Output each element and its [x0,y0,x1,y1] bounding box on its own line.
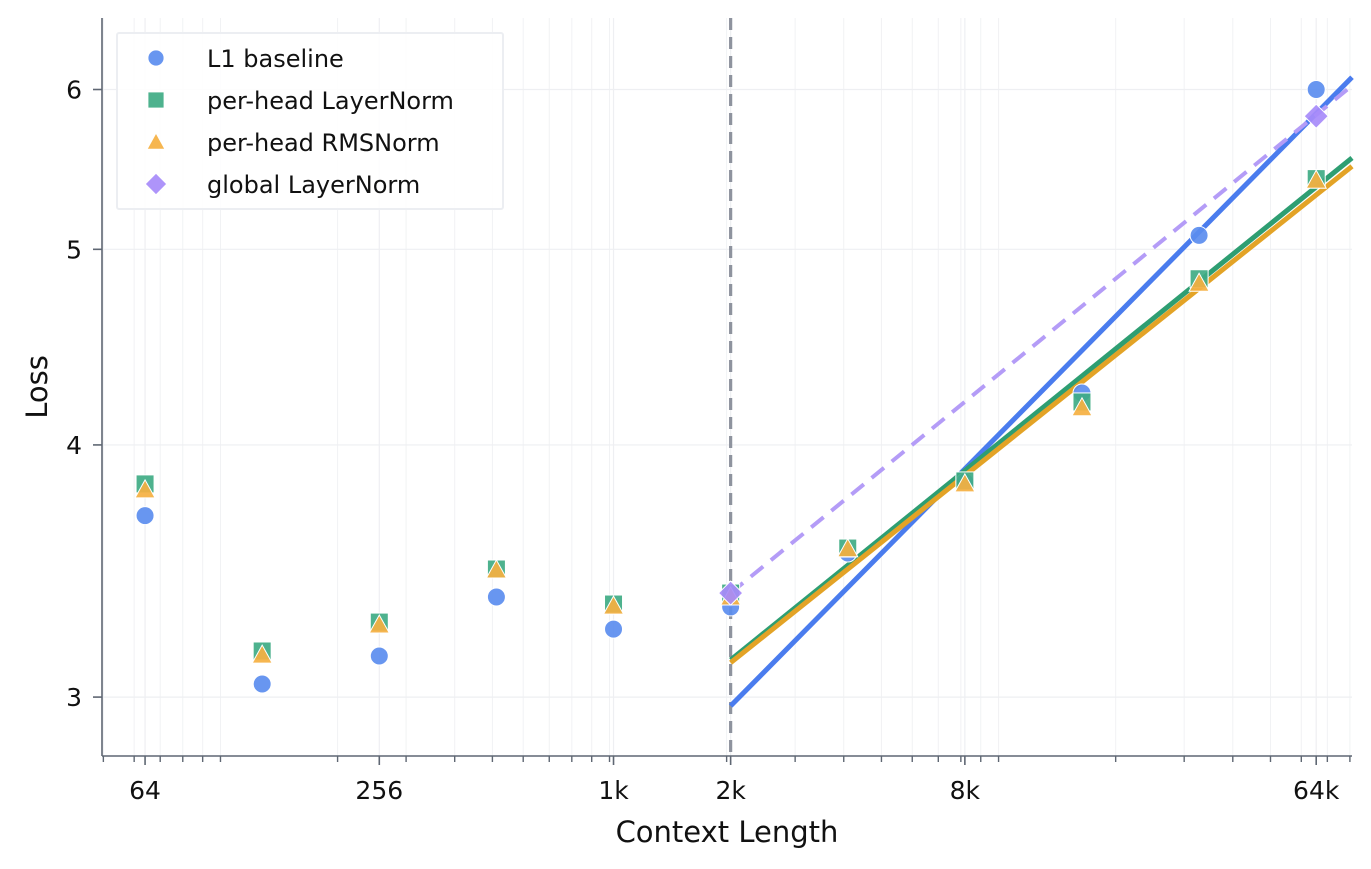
legend-marker-square [147,91,165,109]
data-point-triangle [485,558,508,579]
data-point-triangle [134,478,156,499]
x-axis-label: Context Length [616,815,839,849]
legend-marker-circle [147,49,165,67]
y-tick-label: 4 [66,431,82,460]
data-point-circle [135,506,155,526]
x-tick-label: 1k [598,776,629,805]
x-tick-label: 2k [715,776,746,805]
legend: L1 baseline per-head LayerNorm per-head RM… [116,32,504,210]
fit-line-l1-baseline [728,75,1354,708]
data-point-triangle [1305,169,1328,189]
x-tick-label: 64 [129,776,161,805]
data-point-circle [486,587,506,607]
data-point-triangle [251,644,274,664]
data-point-triangle [836,537,859,558]
y-tick-label: 5 [66,235,82,264]
data-point-triangle [954,472,976,493]
ticks: 64 256 1k 2k 8k 64k 3 4 5 6 [66,76,1351,805]
y-tick-label: 3 [66,683,82,712]
data-point-circle [1306,80,1326,100]
legend-label: per-head LayerNorm [207,87,454,115]
fit-line-per-head-rmsnorm [729,164,1354,665]
y-axis-label: Loss [20,355,54,419]
data-point-circle [369,646,389,666]
legend-marker-diamond [144,172,168,196]
data-point-circle [604,619,624,639]
data-point-diamond [1303,103,1329,129]
fit-lines [728,75,1354,708]
legend-label: global LayerNorm [207,171,420,199]
data-point-triangle [1071,396,1093,417]
legend-label: L1 baseline [207,45,344,73]
y-tick-label: 6 [66,76,82,105]
data-point-circle [252,674,272,694]
data-point-triangle [602,595,625,615]
data-point-diamond [717,580,744,606]
fit-line-per-head-layernorm [729,156,1354,662]
legend-label: per-head RMSNorm [207,129,440,157]
legend-box [116,32,504,210]
data-point-circle [1189,225,1209,245]
x-tick-label: 8k [950,776,981,805]
fit-line-global-layernorm [729,84,1354,595]
x-tick-label: 256 [355,776,403,805]
data-points [134,80,1329,694]
data-point-triangle [368,614,391,634]
legend-marker-triangle [146,131,166,150]
data-point-triangle [1188,272,1210,292]
x-tick-label: 64k [1293,776,1340,805]
